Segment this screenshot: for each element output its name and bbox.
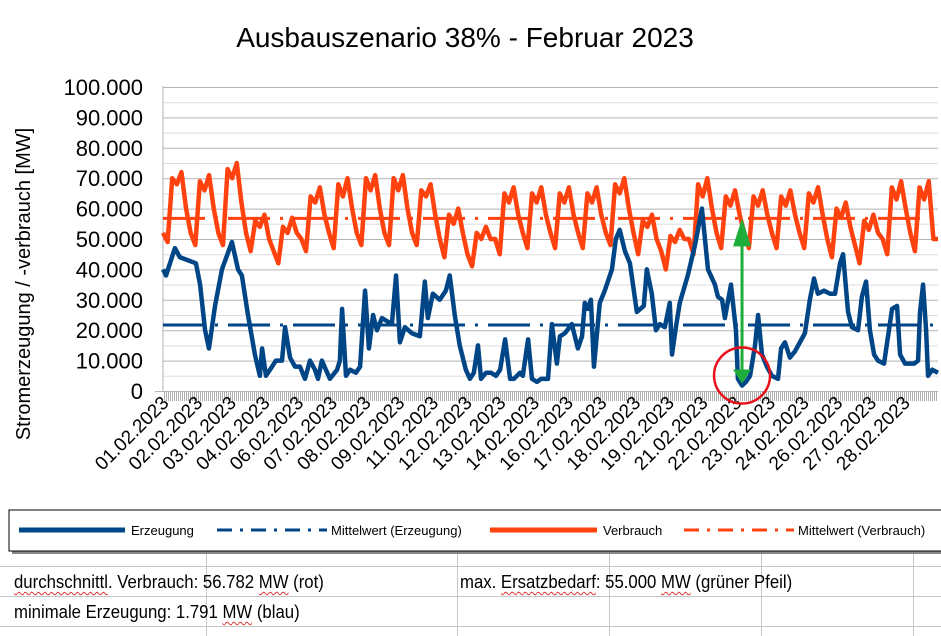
- series-line-erzeugung: [160, 206, 940, 388]
- green-arrow-head-up: [733, 218, 752, 247]
- note-text: Ersatzbedarf: [500, 572, 596, 592]
- note-min-generation: minimale Erzeugung: 1.791 MW (blau): [14, 602, 300, 623]
- note-text: MW: [222, 602, 253, 622]
- y-tick-label: 70.000: [76, 166, 143, 191]
- green-arrow-head-down: [733, 369, 752, 384]
- note-text: max.: [460, 572, 501, 592]
- red-circle-minimum: [712, 346, 772, 405]
- chart-title: Ausbauszenario 38% - Februar 2023: [236, 22, 694, 53]
- legend-label-mittelwert-verbrauch: Mittelwert (Verbrauch): [798, 523, 925, 538]
- note-text: MW: [661, 572, 691, 592]
- y-tick-label: 0: [131, 379, 143, 404]
- y-tick-label: 80.000: [76, 136, 143, 161]
- x-axis-minor-ticks: [163, 392, 938, 401]
- y-tick-label: 90.000: [76, 105, 143, 130]
- note-text: MW: [258, 572, 289, 592]
- y-tick-label: 100.000: [63, 75, 143, 100]
- spreadsheet-grid: [0, 552, 941, 636]
- y-tick-label: 50.000: [76, 227, 143, 252]
- note-text: . Verbrauch: 56.782: [107, 572, 259, 592]
- series-group: [160, 160, 940, 388]
- note-text: (rot): [288, 572, 324, 592]
- y-tick-label: 30.000: [76, 288, 143, 313]
- y-tick-labels: 0 10.000 20.000 30.000 40.000 50.000 60.000 70.…: [63, 75, 143, 404]
- legend-label-mittelwert-erzeugung: Mittelwert (Erzeugung): [331, 523, 462, 538]
- note-text: durchschnittl: [14, 572, 108, 592]
- x-tick-labels: 01.02.202302.02.202303.02.202304.02.2023…: [91, 393, 914, 475]
- y-axis-label: Stromerzeugung / -verbrauch [MW]: [13, 128, 35, 440]
- legend-label-verbrauch: Verbrauch: [603, 523, 662, 538]
- note-text: : 55.000: [595, 572, 662, 592]
- note-text: (grüner Pfeil): [690, 572, 793, 592]
- y-tick-label: 10.000: [76, 349, 143, 374]
- y-tick-label: 20.000: [76, 318, 143, 343]
- series-line-verbrauch: [160, 160, 938, 272]
- note-average-consumption: durchschnittl. Verbrauch: 56.782 MW (rot…: [14, 572, 324, 593]
- legend-label-erzeugung: Erzeugung: [131, 523, 194, 538]
- legend: Erzeugung Mittelwert (Erzeugung) Verbrau…: [8, 509, 941, 554]
- y-tick-label: 40.000: [76, 257, 143, 282]
- y-tick-label: 60.000: [76, 197, 143, 222]
- note-text: (blau): [252, 602, 300, 622]
- note-text: minimale Erzeugung: 1.791: [14, 602, 223, 622]
- annotations: [712, 218, 772, 405]
- note-max-replacement-demand: max. Ersatzbedarf: 55.000 MW (grüner Pfe…: [460, 572, 792, 593]
